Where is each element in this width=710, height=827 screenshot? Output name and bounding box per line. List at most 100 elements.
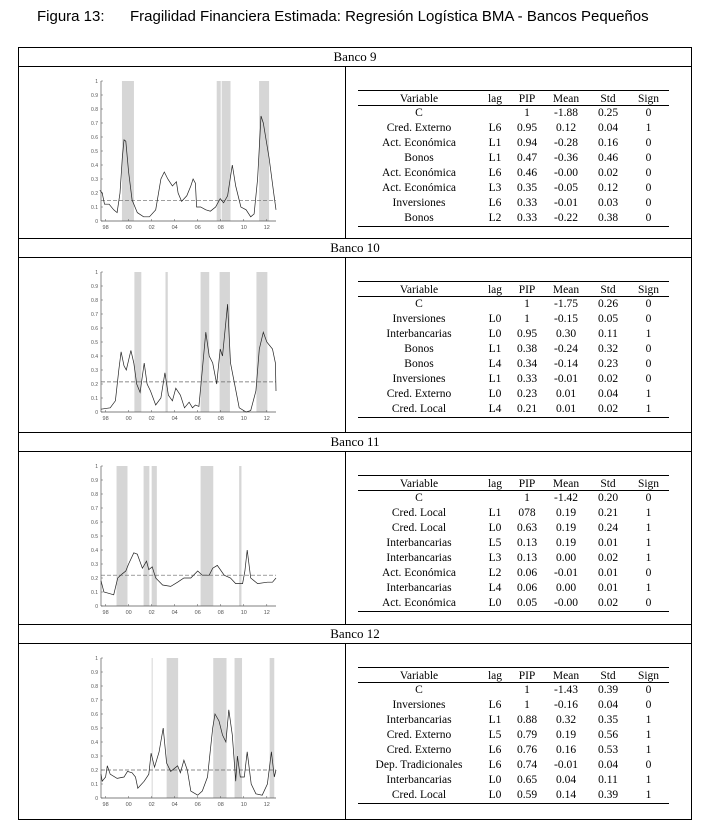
table-cell: L6 bbox=[488, 167, 502, 179]
column-header: lag bbox=[480, 667, 510, 683]
table-cell: 0.12 bbox=[597, 182, 619, 194]
table-cell: L3 bbox=[488, 552, 502, 564]
table-cell: 1 bbox=[628, 788, 669, 804]
x-tick-label: 10 bbox=[241, 225, 247, 231]
table-row: Interbancarias L1 0.88 0.32 0.35 1 bbox=[358, 713, 669, 728]
table-cell: 0.35 bbox=[516, 182, 538, 194]
table-cell: Interbancarias bbox=[386, 552, 452, 564]
table-cell: 0.21 bbox=[510, 402, 544, 418]
table-row: C 1 -1.75 0.26 0 bbox=[358, 297, 669, 313]
table-cell: C bbox=[415, 684, 423, 696]
table-cell bbox=[480, 106, 510, 122]
probability-series-line bbox=[99, 115, 277, 218]
table-row: Cred. Local L1 078 0.19 0.21 1 bbox=[358, 506, 669, 521]
table-cell: 0.00 bbox=[555, 582, 577, 594]
table-cell bbox=[480, 297, 510, 313]
y-tick-label: 0 bbox=[95, 219, 98, 225]
table-cell: L3 bbox=[488, 182, 502, 194]
crisis-period-shade bbox=[259, 81, 270, 221]
y-tick-label: 0.3 bbox=[91, 754, 98, 760]
table-row: C 1 -1.42 0.20 0 bbox=[358, 491, 669, 507]
table-cell: 0.34 bbox=[516, 358, 538, 370]
x-tick-label: 08 bbox=[218, 416, 224, 422]
table-cell: 0 bbox=[645, 182, 652, 194]
table-cell: 0.05 bbox=[510, 596, 544, 612]
y-tick-label: 0.8 bbox=[91, 684, 98, 690]
table-cell: 0.05 bbox=[597, 313, 619, 325]
table-cell: L1 bbox=[488, 137, 502, 149]
table-cell: 0.32 bbox=[597, 343, 619, 355]
probability-series-line bbox=[100, 549, 277, 596]
table-cell: 1 bbox=[524, 313, 530, 325]
column-header: Std bbox=[588, 90, 628, 106]
table-cell: Interbancarias bbox=[386, 537, 452, 549]
y-tick-label: 0.4 bbox=[91, 163, 98, 169]
x-tick-label: 08 bbox=[218, 610, 224, 616]
x-tick-label: 98 bbox=[103, 610, 109, 616]
crisis-period-shade bbox=[134, 272, 142, 412]
bank-block: Banco 9 0 0.1 0.2 0.3 0.4 0.5 0.6 0.7 0.8 0.9 1 98 00… bbox=[19, 48, 691, 239]
y-tick-label: 0.1 bbox=[91, 782, 98, 788]
table-header-row: Variable lag PIP Mean Std Sign bbox=[358, 667, 669, 683]
figure-frame: Banco 9 0 0.1 0.2 0.3 0.4 0.5 0.6 0.7 0.8 0.9 1 98 00… bbox=[18, 47, 692, 820]
column-header: Variable bbox=[358, 90, 480, 106]
column-header: Variable bbox=[358, 475, 480, 491]
table-cell: Dep. Tradicionales bbox=[375, 759, 463, 771]
table-cell: L4 bbox=[488, 582, 502, 594]
column-header: Mean bbox=[544, 667, 588, 683]
table-cell: 1 bbox=[645, 328, 652, 340]
x-tick-label: 12 bbox=[264, 802, 270, 808]
bank-body: 0 0.1 0.2 0.3 0.4 0.5 0.6 0.7 0.8 0.9 1 98 00 02 04 06 0… bbox=[19, 67, 691, 238]
table-cell: 0.39 bbox=[588, 788, 628, 804]
x-tick-label: 00 bbox=[126, 610, 132, 616]
column-header: Sign bbox=[628, 667, 669, 683]
table-cell: 0 bbox=[645, 152, 652, 164]
y-tick-label: 0 bbox=[95, 796, 98, 802]
table-cell: 0 bbox=[645, 567, 652, 579]
table-cell: 0.94 bbox=[516, 137, 538, 149]
y-tick-label: 0.5 bbox=[91, 534, 98, 540]
table-cell: -0.01 bbox=[554, 759, 578, 771]
table-cell: 0.33 bbox=[516, 197, 538, 209]
table-row: Interbancarias L0 0.65 0.04 0.11 1 bbox=[358, 773, 669, 788]
x-tick-label: 04 bbox=[172, 802, 178, 808]
table-row: Inversiones L0 1 -0.15 0.05 0 bbox=[358, 312, 669, 327]
y-tick-label: 0.7 bbox=[91, 698, 98, 704]
table-cell: -0.01 bbox=[554, 197, 578, 209]
table-cell: L6 bbox=[488, 122, 502, 134]
table-cell: 0.53 bbox=[597, 744, 619, 756]
table-cell: 1 bbox=[645, 729, 652, 741]
table-row: Bonos L1 0.38 -0.24 0.32 0 bbox=[358, 342, 669, 357]
table-cell: 1 bbox=[645, 522, 652, 534]
table-cell: -0.00 bbox=[544, 596, 588, 612]
table-cell: 0.21 bbox=[597, 507, 619, 519]
y-tick-label: 0.9 bbox=[91, 670, 98, 676]
y-tick-label: 0.8 bbox=[91, 107, 98, 113]
table-cell: Act. Económica bbox=[381, 567, 457, 579]
x-tick-label: 12 bbox=[264, 225, 270, 231]
table-cell: C bbox=[415, 492, 423, 504]
y-tick-label: 0.2 bbox=[91, 191, 98, 197]
table-cell: -0.01 bbox=[554, 567, 578, 579]
table-row: C 1 -1.43 0.39 0 bbox=[358, 683, 669, 699]
y-tick-label: 0.5 bbox=[91, 726, 98, 732]
table-cell: 0.24 bbox=[597, 522, 619, 534]
table-cell: 0.02 bbox=[588, 402, 628, 418]
table-cell: 0.88 bbox=[516, 714, 538, 726]
y-tick-label: 0.7 bbox=[91, 506, 98, 512]
table-cell: 0.63 bbox=[516, 522, 538, 534]
column-header: PIP bbox=[510, 281, 544, 297]
table-cell: Cred. Externo bbox=[386, 122, 452, 134]
table-cell: 0.23 bbox=[597, 358, 619, 370]
table-cell: -1.42 bbox=[554, 492, 578, 504]
table-cell: 0.20 bbox=[597, 492, 619, 504]
table-cell: 0.01 bbox=[597, 537, 619, 549]
x-tick-label: 04 bbox=[172, 225, 178, 231]
table-cell: L1 bbox=[488, 343, 502, 355]
x-tick-label: 08 bbox=[218, 802, 224, 808]
crisis-period-shade bbox=[213, 658, 227, 798]
table-cell: 0.32 bbox=[555, 714, 577, 726]
column-header: PIP bbox=[510, 90, 544, 106]
table-cell: C bbox=[415, 107, 423, 119]
table-cell: 1 bbox=[524, 492, 530, 504]
